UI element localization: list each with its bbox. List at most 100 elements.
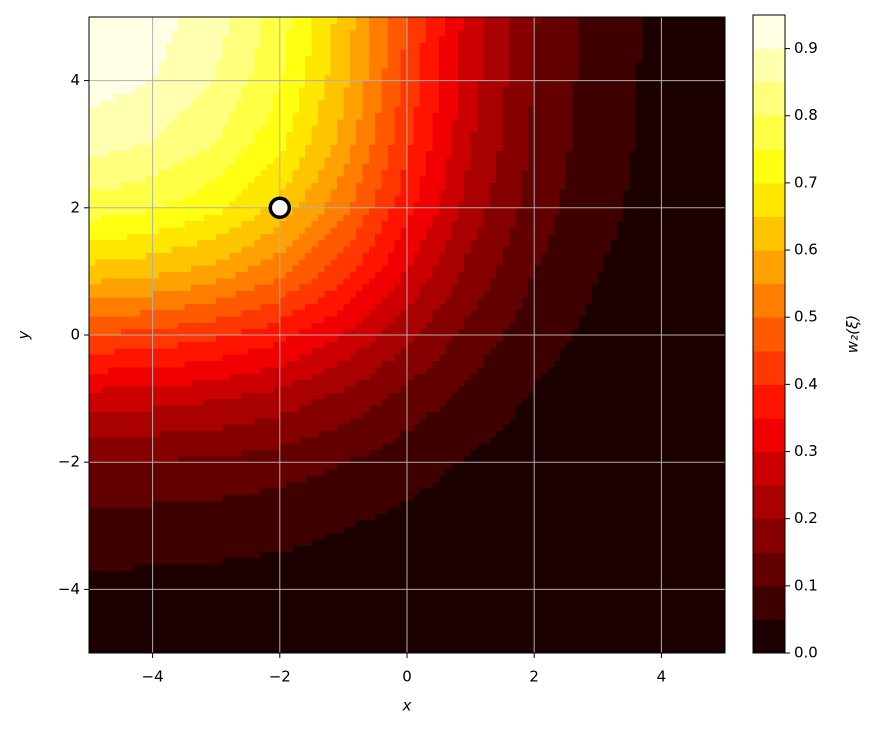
contour-cell (527, 570, 535, 578)
contour-cell (546, 385, 554, 393)
contour-cell (311, 595, 319, 603)
contour-cell (661, 551, 669, 559)
contour-cell (534, 570, 542, 578)
contour-cell (120, 443, 128, 451)
contour-cell (470, 595, 478, 603)
contour-cell (171, 551, 179, 559)
contour-cell (279, 335, 287, 342)
contour-cell (235, 500, 243, 508)
contour-cell (171, 385, 179, 393)
contour-cell (120, 411, 128, 419)
contour-cell (642, 627, 650, 635)
contour-cell (286, 436, 294, 444)
contour-cell (228, 335, 236, 342)
contour-cell (667, 500, 675, 508)
contour-cell (267, 455, 275, 463)
contour-cell (368, 627, 376, 635)
contour-cell (158, 608, 166, 616)
contour-cell (324, 583, 332, 590)
contour-cell (476, 424, 484, 431)
contour-cell (216, 392, 224, 400)
contour-cell (286, 557, 294, 565)
contour-cell (464, 544, 472, 552)
contour-cell (197, 404, 205, 412)
contour-cell (228, 392, 236, 400)
contour-cell (686, 583, 694, 590)
contour-cell (438, 354, 446, 362)
contour-cell (209, 468, 217, 476)
contour-cell (445, 525, 453, 533)
contour-cell (197, 532, 205, 540)
contour-cell (610, 468, 618, 476)
contour-cell (407, 398, 414, 406)
contour-cell (298, 341, 306, 349)
contour-cell (680, 570, 688, 578)
contour-cell (209, 532, 217, 540)
contour-cell (197, 544, 205, 552)
contour-cell (165, 360, 173, 368)
contour-cell (184, 462, 192, 470)
contour-cell (197, 468, 205, 476)
contour-cell (203, 538, 211, 546)
contour-cell (349, 532, 357, 540)
contour-cell (95, 627, 103, 635)
contour-cell (470, 532, 478, 540)
contour-cell (661, 614, 669, 622)
contour-cell (343, 551, 351, 559)
contour-cell (343, 462, 351, 470)
contour-cell (120, 335, 128, 342)
contour-cell (356, 583, 364, 590)
contour-cell (642, 608, 650, 616)
contour-cell (375, 468, 383, 476)
contour-cell (419, 411, 427, 419)
contour-cell (674, 366, 682, 374)
contour-cell (629, 474, 637, 482)
contour-cell (127, 404, 135, 412)
contour-cell (534, 602, 542, 610)
contour-cell (349, 354, 357, 362)
contour-cell (209, 621, 217, 629)
contour-cell (394, 614, 402, 622)
contour-cell (438, 500, 446, 508)
contour-cell (337, 392, 344, 400)
contour-cell (337, 614, 344, 622)
contour-cell (178, 627, 185, 635)
contour-cell (578, 640, 586, 648)
contour-cell (566, 335, 573, 342)
contour-cell (572, 525, 580, 533)
contour-cell (521, 614, 529, 622)
contour-cell (235, 589, 243, 597)
contour-cell (419, 379, 427, 387)
contour-cell (508, 640, 516, 648)
contour-cell (527, 335, 535, 342)
contour-cell (635, 360, 643, 368)
contour-cell (235, 404, 243, 412)
contour-cell (667, 519, 675, 527)
contour-cell (241, 602, 249, 610)
contour-cell (158, 621, 166, 629)
contour-cell (254, 468, 262, 476)
contour-cell (139, 557, 147, 565)
contour-cell (686, 462, 694, 470)
contour-cell (648, 614, 656, 622)
contour-cell (279, 557, 287, 565)
contour-cell (381, 640, 389, 648)
contour-cell (432, 398, 440, 406)
contour-cell (464, 392, 472, 400)
contour-cell (298, 379, 306, 387)
contour-cell (419, 430, 427, 438)
contour-cell (362, 347, 370, 355)
contour-cell (260, 570, 268, 578)
contour-cell (635, 366, 643, 374)
contour-cell (197, 602, 205, 610)
contour-cell (349, 621, 357, 629)
contour-cell (407, 627, 414, 635)
contour-cell (216, 544, 224, 552)
contour-cell (95, 525, 103, 533)
contour-cell (89, 602, 96, 610)
contour-cell (432, 525, 440, 533)
contour-cell (457, 570, 465, 578)
contour-cell (375, 379, 383, 387)
contour-cell (445, 532, 453, 540)
contour-cell (311, 430, 319, 438)
